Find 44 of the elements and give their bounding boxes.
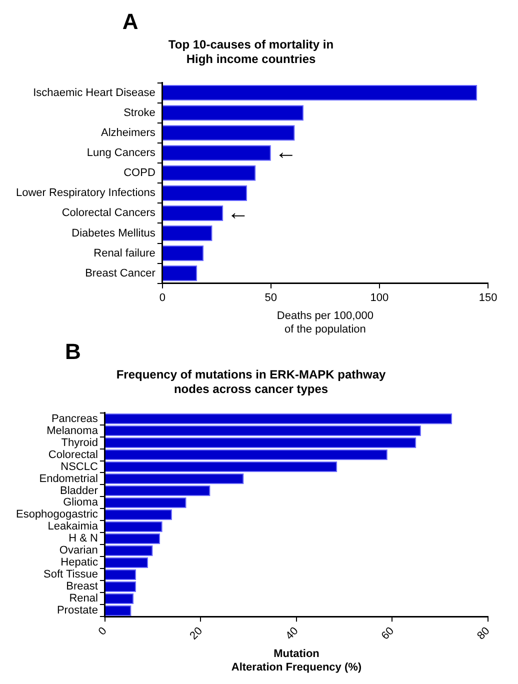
y-tick-label: Lower Respiratory Infections bbox=[16, 187, 156, 200]
x-tick-label: 0 bbox=[159, 292, 166, 304]
y-tick-label: Prostate bbox=[56, 604, 98, 617]
x-tick-label: 80 bbox=[475, 625, 492, 642]
x-tick-label: 100 bbox=[370, 292, 389, 304]
y-tick-label: Colorectal Cancers bbox=[62, 207, 156, 220]
y-tick-label: Alzheimers bbox=[100, 126, 156, 139]
y-tick-label: Soft Tissue bbox=[44, 568, 98, 581]
chart-title: Top 10-causes of mortality in High income countries bbox=[168, 38, 334, 66]
y-tick-label: Esophogogastric bbox=[16, 508, 98, 521]
x-tick-label: 60 bbox=[379, 625, 396, 642]
y-tick-label: Renal failure bbox=[94, 247, 156, 260]
y-tick-label: NSCLC bbox=[60, 460, 98, 473]
y-tick-label: Breast Cancer bbox=[85, 267, 156, 280]
annotation: ← bbox=[274, 139, 297, 164]
x-tick-label: 40 bbox=[284, 625, 301, 642]
y-tick-label: Hepatic bbox=[60, 556, 98, 569]
y-tick-label: Diabetes Mellitus bbox=[72, 227, 156, 240]
y-tick-label: Bladder bbox=[60, 484, 98, 497]
y-tick-label: Breast bbox=[66, 580, 98, 593]
y-tick-label: Colorectal bbox=[48, 448, 98, 461]
y-tick-label: Endometrial bbox=[39, 472, 98, 485]
y-tick-label: Ovarian bbox=[59, 544, 98, 557]
y-tick-label: Thyroid bbox=[61, 436, 98, 449]
x-tick-label: 50 bbox=[264, 292, 278, 304]
y-tick-label: COPD bbox=[124, 167, 156, 180]
text: B bbox=[64, 339, 81, 364]
y-tick-label: Glioma bbox=[63, 496, 99, 509]
y-tick-label: Stroke bbox=[124, 106, 156, 119]
y-tick-label: Melanoma bbox=[46, 424, 99, 437]
x-tick-label: 20 bbox=[188, 625, 205, 642]
y-tick-label: Lung Cancers bbox=[86, 147, 156, 160]
text: A bbox=[122, 9, 138, 34]
y-tick-label: H & N bbox=[68, 532, 98, 545]
chart-title: Frequency of mutations in ERK-MAPK pathway nodes across cancer types bbox=[116, 368, 386, 396]
y-tick-label: Ischaemic Heart Disease bbox=[33, 86, 156, 99]
y-tick-label: Leakaimia bbox=[48, 520, 99, 533]
x-tick-label: 0 bbox=[96, 625, 110, 638]
x-axis-title: Mutation Alteration Frequency (%) bbox=[231, 648, 362, 674]
y-tick-label: Pancreas bbox=[51, 412, 98, 425]
x-axis-title: Deaths per 100,000 of the population bbox=[276, 310, 374, 336]
y-tick-label: Renal bbox=[69, 592, 98, 605]
x-tick-label: 150 bbox=[478, 292, 498, 304]
annotation: ← bbox=[227, 199, 250, 224]
